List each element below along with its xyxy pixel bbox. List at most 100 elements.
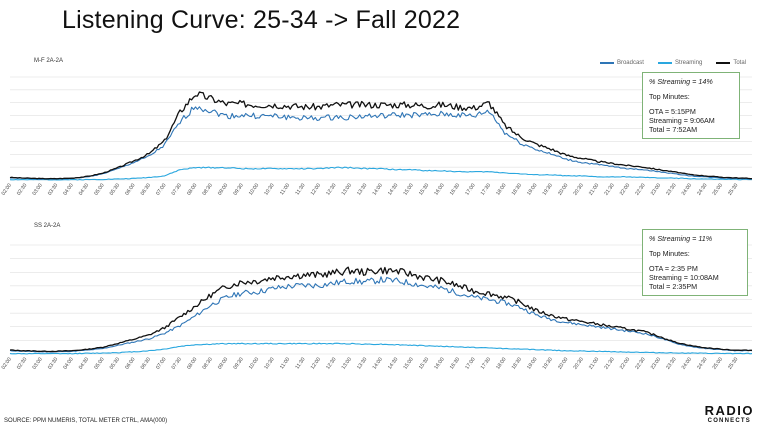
top-minutes-heading-weekday: Top Minutes: bbox=[649, 92, 690, 101]
series-line-total bbox=[9, 266, 752, 353]
x-tick-label: 25:00 bbox=[712, 183, 724, 197]
top-minutes-heading-weekend: Top Minutes: bbox=[649, 249, 690, 258]
chart-legend: Broadcast Streaming Total bbox=[599, 60, 746, 66]
x-tick-label: 21:30 bbox=[603, 357, 615, 371]
x-tick-label: 16:00 bbox=[433, 357, 445, 371]
x-tick-label: 25:30 bbox=[727, 183, 739, 197]
x-tick-label: 04:30 bbox=[78, 183, 90, 197]
top-minute-total-weekday: Total = 7:52AM bbox=[649, 125, 698, 134]
x-tick-label: 10:30 bbox=[263, 357, 275, 371]
top-minute-ota-weekend: OTA = 2:35 PM bbox=[649, 264, 698, 273]
x-tick-label: 14:30 bbox=[387, 183, 399, 197]
top-minute-streaming-weekday: Streaming = 9:06AM bbox=[649, 116, 715, 125]
x-tick-label: 16:30 bbox=[449, 357, 461, 371]
x-tick-label: 12:00 bbox=[310, 183, 322, 197]
annotation-box-weekend: % Streaming = 11% Top Minutes: OTA = 2:3… bbox=[642, 229, 748, 296]
x-tick-label: 02:30 bbox=[16, 183, 28, 197]
x-tick-label: 24:30 bbox=[696, 183, 708, 197]
x-tick-label: 13:00 bbox=[341, 357, 353, 371]
x-tick-label: 07:30 bbox=[171, 183, 183, 197]
x-tick-label: 22:30 bbox=[634, 357, 646, 371]
x-tick-label: 08:00 bbox=[186, 183, 198, 197]
x-tick-label: 05:30 bbox=[109, 357, 121, 371]
x-tick-label: 19:30 bbox=[542, 357, 554, 371]
x-tick-label: 02:00 bbox=[1, 357, 13, 371]
x-tick-label: 05:00 bbox=[93, 357, 105, 371]
x-tick-label: 09:30 bbox=[232, 357, 244, 371]
x-tick-label: 22:00 bbox=[619, 183, 631, 197]
x-tick-label: 04:00 bbox=[62, 183, 74, 197]
x-tick-label: 18:00 bbox=[495, 357, 507, 371]
x-tick-label: 22:30 bbox=[634, 183, 646, 197]
x-tick-label: 04:00 bbox=[62, 357, 74, 371]
x-tick-label: 06:30 bbox=[140, 183, 152, 197]
x-tick-label: 03:30 bbox=[47, 357, 59, 371]
x-tick-label: 09:30 bbox=[232, 183, 244, 197]
top-minute-total-weekend: Total = 2:35PM bbox=[649, 282, 698, 291]
logo-line-2: CONNECTS bbox=[707, 418, 751, 424]
chart-weekend: 02:00 02:30 03:00 03:30 04:00 04:30 05:00 05:30… bbox=[1, 244, 753, 371]
x-tick-label: 12:00 bbox=[310, 357, 322, 371]
x-tick-label: 15:30 bbox=[418, 357, 430, 371]
legend-item-streaming: Streaming bbox=[657, 60, 703, 66]
x-tick-label: 04:30 bbox=[78, 357, 90, 371]
x-tick-label: 14:00 bbox=[372, 357, 384, 371]
x-tick-label: 21:30 bbox=[603, 183, 615, 197]
x-tick-label: 21:00 bbox=[588, 357, 600, 371]
x-tick-label: 10:30 bbox=[263, 183, 275, 197]
x-tick-label: 11:00 bbox=[279, 183, 291, 197]
x-tick-label: 08:00 bbox=[186, 357, 198, 371]
x-tick-label: 11:30 bbox=[294, 183, 306, 197]
x-tick-label: 25:30 bbox=[727, 357, 739, 371]
x-tick-label: 12:30 bbox=[325, 183, 337, 197]
x-tick-label: 03:00 bbox=[31, 183, 43, 197]
x-tick-label: 23:30 bbox=[665, 183, 677, 197]
x-tick-label: 23:00 bbox=[650, 183, 662, 197]
x-tick-label: 23:30 bbox=[665, 357, 677, 371]
x-tick-label: 11:00 bbox=[279, 357, 291, 371]
x-tick-label: 15:00 bbox=[402, 357, 414, 371]
legend-item-total: Total bbox=[716, 60, 746, 66]
x-tick-label: 02:30 bbox=[16, 357, 28, 371]
x-tick-label: 11:30 bbox=[294, 357, 306, 371]
x-tick-label: 20:00 bbox=[557, 357, 569, 371]
x-tick-label: 20:30 bbox=[573, 183, 585, 197]
x-tick-label: 15:00 bbox=[402, 183, 414, 197]
x-tick-label: 06:00 bbox=[124, 357, 136, 371]
streaming-share-weekday: % Streaming = 14% bbox=[649, 77, 713, 86]
x-tick-label: 18:00 bbox=[495, 183, 507, 197]
x-tick-label: 21:00 bbox=[588, 183, 600, 197]
series-line-broadcast bbox=[9, 106, 752, 180]
chart-title-weekend: SS 2A-2A bbox=[34, 223, 61, 229]
chart-weekday: 02:00 02:30 03:00 03:30 04:00 04:30 05:00 05:30… bbox=[1, 76, 753, 197]
x-tick-label: 06:00 bbox=[124, 183, 136, 197]
x-tick-label: 19:00 bbox=[526, 357, 538, 371]
x-tick-label: 14:30 bbox=[387, 357, 399, 371]
x-tick-label: 19:00 bbox=[526, 183, 538, 197]
x-tick-label: 25:00 bbox=[712, 357, 724, 371]
radio-connects-logo: RADIO CONNECTS bbox=[705, 404, 754, 425]
x-tick-label: 16:00 bbox=[433, 183, 445, 197]
x-tick-label: 03:30 bbox=[47, 183, 59, 197]
x-tick-label: 23:00 bbox=[650, 357, 662, 371]
x-tick-label: 18:30 bbox=[511, 357, 523, 371]
x-tick-label: 17:00 bbox=[464, 183, 476, 197]
x-tick-label: 10:00 bbox=[248, 183, 260, 197]
x-tick-label: 05:30 bbox=[109, 183, 121, 197]
legend-swatch-streaming bbox=[657, 62, 672, 64]
x-tick-label: 13:00 bbox=[341, 183, 353, 197]
x-tick-label: 08:30 bbox=[202, 183, 214, 197]
x-tick-label: 14:00 bbox=[372, 183, 384, 197]
x-tick-label: 24:00 bbox=[681, 357, 693, 371]
x-tick-label: 15:30 bbox=[418, 183, 430, 197]
legend-swatch-total bbox=[716, 62, 731, 64]
legend-label-broadcast: Broadcast bbox=[616, 60, 644, 66]
x-tick-label: 24:00 bbox=[681, 183, 693, 197]
x-tick-label: 09:00 bbox=[217, 357, 229, 371]
legend-label-streaming: Streaming bbox=[674, 60, 703, 66]
top-minute-ota-weekday: OTA = 5:15PM bbox=[649, 107, 696, 116]
x-tick-label: 07:00 bbox=[155, 357, 167, 371]
x-tick-label: 10:00 bbox=[248, 357, 260, 371]
legend-swatch-broadcast bbox=[599, 62, 614, 64]
x-tick-label: 24:30 bbox=[696, 357, 708, 371]
